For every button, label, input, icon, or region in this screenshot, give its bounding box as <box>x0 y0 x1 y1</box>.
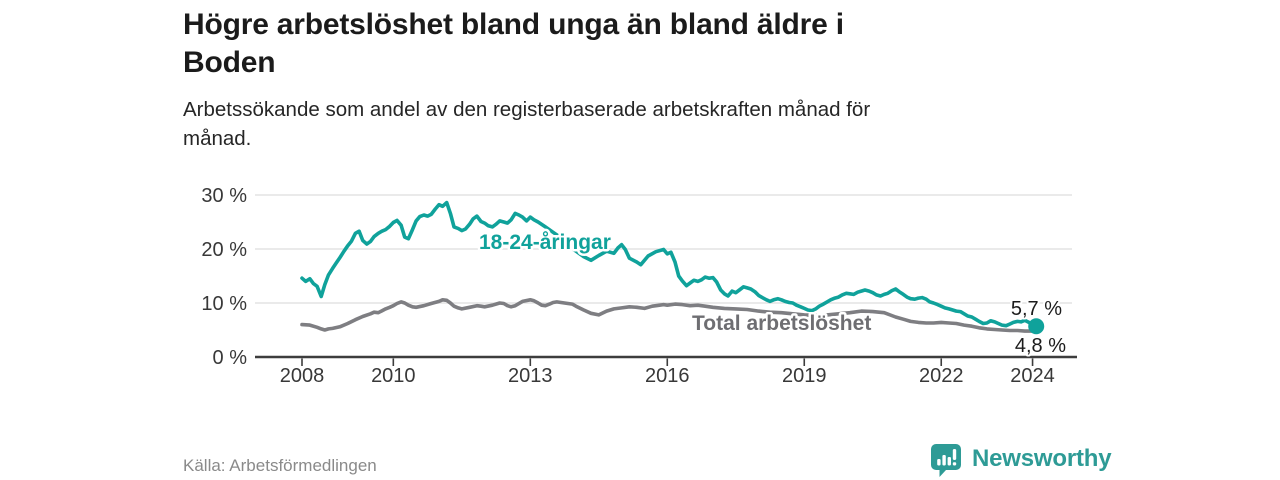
y-axis-label: 0 % <box>213 347 248 369</box>
x-axis-label: 2019 <box>782 365 827 387</box>
subtitle-line-2: månad. <box>183 127 252 150</box>
title-line-1: Högre arbetslöshet bland unga än bland ä… <box>183 8 844 41</box>
x-axis-label: 2022 <box>919 365 964 387</box>
series-label: Total arbetslöshet <box>692 312 871 335</box>
y-axis-label: 20 % <box>201 239 247 261</box>
series-line-Total arbetslöshet <box>300 297 1038 333</box>
series-end-value: 4,8 % <box>1015 335 1066 357</box>
brand-logo: Newsworthy <box>929 441 1112 477</box>
line-chart: 0 % 10 % 20 % 30 % 2008 2010 2013 2016 2019 2022 2… <box>201 185 1077 387</box>
chart-header: Högre arbetslöshet bland unga än bland ä… <box>183 0 1103 153</box>
y-axis-label: 10 % <box>201 293 247 315</box>
newsworthy-icon <box>931 443 961 477</box>
y-axis-label: 30 % <box>201 185 247 207</box>
chart-subtitle: Arbetssökande som andel av den registerb… <box>183 95 1103 153</box>
x-axis-label: 2013 <box>508 365 553 387</box>
series-end-dot <box>1028 318 1045 335</box>
subtitle-line-1: Arbetssökande som andel av den registerb… <box>183 98 871 121</box>
series-end-value: 5,7 % <box>1011 298 1062 320</box>
x-axis-label: 2010 <box>371 365 416 387</box>
title-line-2: Boden <box>183 46 276 79</box>
series-line-18-24-åringar <box>300 200 1038 329</box>
brand-name: Newsworthy <box>972 445 1112 472</box>
series-label: 18-24-åringar <box>479 231 611 254</box>
x-axis-label: 2024 <box>1010 365 1055 387</box>
x-axis-label: 2008 <box>280 365 325 387</box>
page-title: Högre arbetslöshet bland unga än bland ä… <box>183 6 1103 82</box>
source-note: Källa: Arbetsförmedlingen <box>183 456 377 475</box>
x-axis-label: 2016 <box>645 365 690 387</box>
